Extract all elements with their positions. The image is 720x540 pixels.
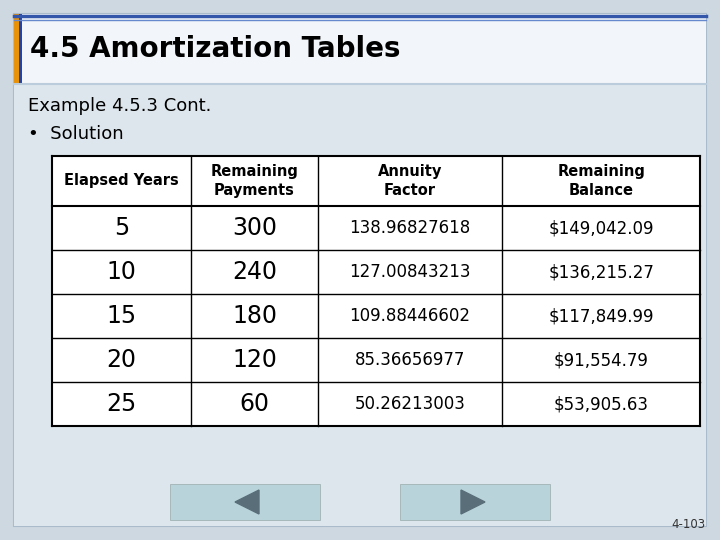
Bar xyxy=(19,14,22,84)
Text: Remaining
Payments: Remaining Payments xyxy=(210,164,298,198)
Text: 20: 20 xyxy=(107,348,137,372)
Bar xyxy=(52,156,700,426)
Text: 4.5 Amortization Tables: 4.5 Amortization Tables xyxy=(30,35,400,63)
Text: $149,042.09: $149,042.09 xyxy=(549,219,654,237)
Text: Remaining
Balance: Remaining Balance xyxy=(557,164,645,198)
Text: 300: 300 xyxy=(232,216,277,240)
Text: 25: 25 xyxy=(107,392,137,416)
Text: 5: 5 xyxy=(114,216,130,240)
Text: 120: 120 xyxy=(232,348,277,372)
Text: Annuity
Factor: Annuity Factor xyxy=(378,164,442,198)
FancyBboxPatch shape xyxy=(400,484,550,520)
Polygon shape xyxy=(235,490,259,514)
Text: 127.00843213: 127.00843213 xyxy=(349,263,471,281)
Bar xyxy=(14,14,706,84)
Text: •  Solution: • Solution xyxy=(28,125,124,143)
Text: 60: 60 xyxy=(240,392,269,416)
Text: 50.26213003: 50.26213003 xyxy=(354,395,465,413)
Text: Elapsed Years: Elapsed Years xyxy=(64,173,179,188)
Text: $91,554.79: $91,554.79 xyxy=(554,351,649,369)
Text: $136,215.27: $136,215.27 xyxy=(548,263,654,281)
Text: 10: 10 xyxy=(107,260,137,284)
Bar xyxy=(14,14,19,84)
Text: 4-103: 4-103 xyxy=(672,517,706,530)
Text: Example 4.5.3 Cont.: Example 4.5.3 Cont. xyxy=(28,97,212,115)
Text: 109.88446602: 109.88446602 xyxy=(349,307,471,325)
FancyBboxPatch shape xyxy=(170,484,320,520)
Text: 15: 15 xyxy=(107,304,137,328)
Polygon shape xyxy=(461,490,485,514)
Text: 85.36656977: 85.36656977 xyxy=(355,351,465,369)
Text: 180: 180 xyxy=(232,304,277,328)
Text: 240: 240 xyxy=(232,260,277,284)
Text: 138.96827618: 138.96827618 xyxy=(349,219,471,237)
Text: $53,905.63: $53,905.63 xyxy=(554,395,649,413)
Text: $117,849.99: $117,849.99 xyxy=(549,307,654,325)
Bar xyxy=(14,84,706,526)
